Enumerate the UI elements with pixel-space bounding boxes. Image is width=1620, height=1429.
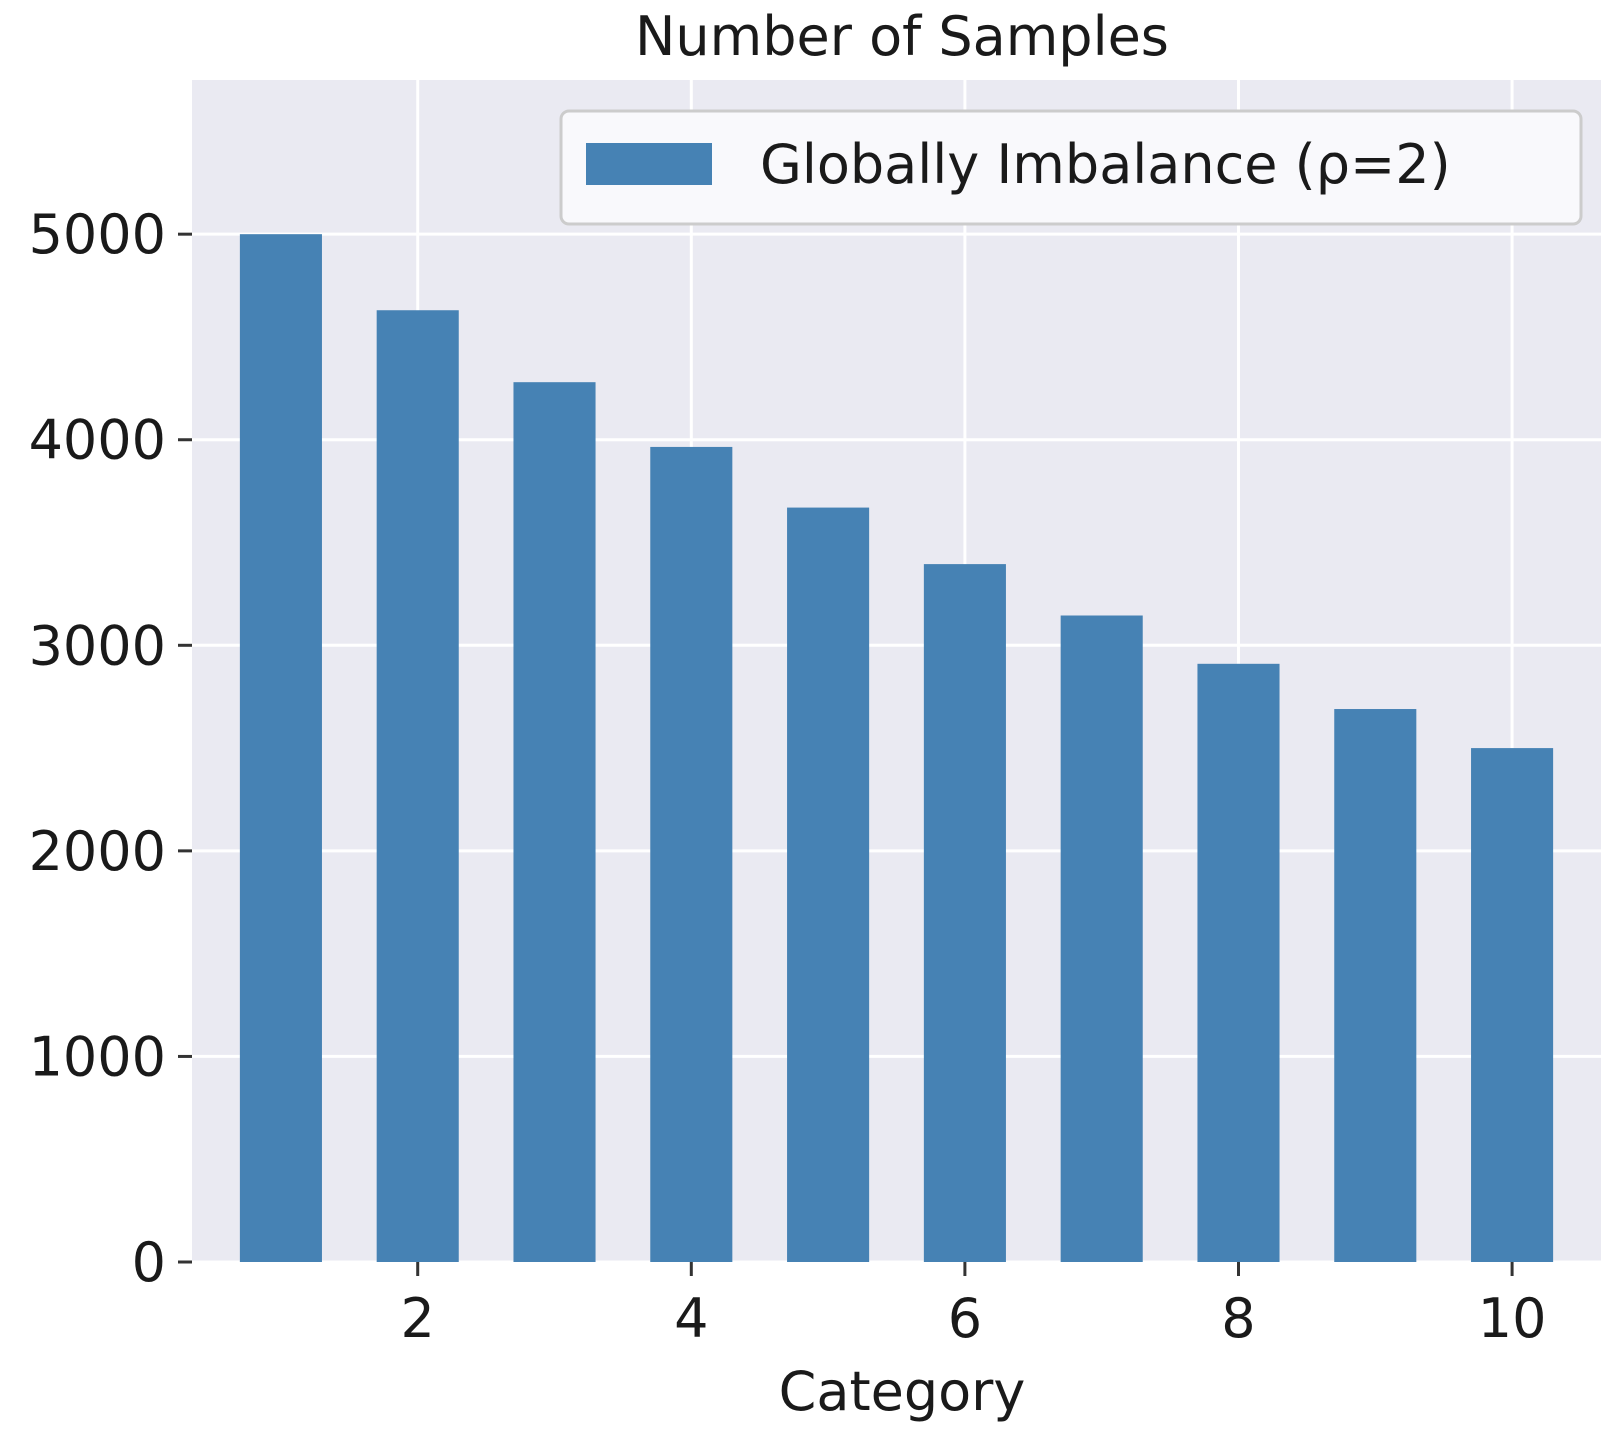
bar (1471, 748, 1554, 1262)
y-tick-label: 2000 (29, 820, 166, 883)
bar (650, 446, 733, 1262)
legend-swatch (586, 143, 712, 185)
bar (376, 310, 459, 1262)
bar (923, 564, 1006, 1262)
bar (787, 507, 870, 1262)
x-tick-label: 2 (401, 1287, 435, 1350)
y-tick-label: 0 (132, 1231, 166, 1294)
x-tick-label: 8 (1221, 1287, 1255, 1350)
bars (239, 234, 1554, 1262)
legend-label: Globally Imbalance (ρ=2) (760, 133, 1451, 196)
axis-ticks: 0 1000 2000 3000 4000 5000 2 4 6 8 10 (29, 203, 1547, 1350)
y-tick-label: 5000 (29, 203, 166, 266)
legend-box (559, 109, 1583, 226)
y-tick-label: 1000 (29, 1025, 166, 1088)
x-axis-label: Category (779, 1360, 1026, 1423)
bar (1334, 709, 1417, 1262)
y-tick-label: 3000 (29, 614, 166, 677)
legend: Globally Imbalance (ρ=2) (559, 109, 1583, 226)
bar (1197, 663, 1280, 1262)
y-tick-label: 4000 (29, 409, 166, 472)
bar (239, 234, 322, 1262)
x-tick-label: 6 (948, 1287, 982, 1350)
bar (1060, 615, 1143, 1262)
x-tick-label: 4 (674, 1287, 708, 1350)
bar (513, 382, 596, 1262)
x-tick-label: 10 (1478, 1287, 1547, 1350)
chart-title: Number of Samples (635, 5, 1169, 68)
